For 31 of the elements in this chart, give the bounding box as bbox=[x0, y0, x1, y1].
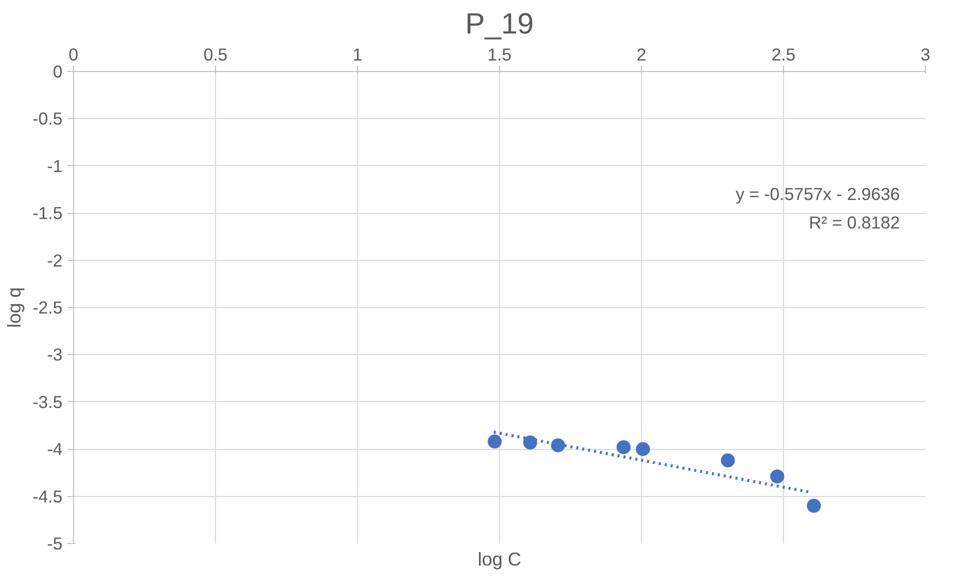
x-axis-title: log C bbox=[478, 548, 522, 570]
y-axis-title: log q bbox=[4, 287, 25, 328]
x-tick-label: 0.5 bbox=[203, 44, 228, 64]
y-tick-label: -1.5 bbox=[32, 203, 62, 224]
x-tick-label: 2.5 bbox=[771, 44, 796, 64]
x-tick-label: 0 bbox=[68, 44, 78, 64]
point bbox=[720, 453, 735, 468]
point bbox=[551, 438, 566, 452]
y-tick-label: 0 bbox=[52, 62, 63, 82]
y-tick-label: -1 bbox=[47, 156, 63, 176]
point bbox=[616, 440, 631, 454]
x-tick-label: 3 bbox=[920, 44, 930, 64]
point bbox=[523, 436, 538, 450]
y-tick-label: -2.5 bbox=[32, 298, 62, 318]
annotation: R² = 0.8182 bbox=[808, 212, 900, 233]
y-tick-label: -0.5 bbox=[32, 108, 62, 129]
chart-title: P_19 bbox=[465, 8, 534, 40]
x-tick-label: 1.5 bbox=[487, 44, 512, 64]
y-tick-label: -2 bbox=[47, 250, 63, 270]
point bbox=[488, 434, 502, 449]
y-tick-label: -4.5 bbox=[32, 486, 62, 506]
y-tick-label: -3 bbox=[47, 344, 63, 365]
y-tick-label: -3.5 bbox=[32, 392, 62, 412]
point bbox=[636, 442, 650, 456]
y-tick-label: -4 bbox=[47, 439, 63, 460]
x-tick-label: 2 bbox=[636, 44, 646, 64]
x-tick-label: 1 bbox=[352, 44, 362, 64]
point bbox=[806, 498, 821, 513]
y-tick-label: -5 bbox=[47, 534, 63, 554]
point bbox=[770, 469, 784, 484]
annotation: y = -0.5757x - 2.9636 bbox=[736, 184, 900, 204]
